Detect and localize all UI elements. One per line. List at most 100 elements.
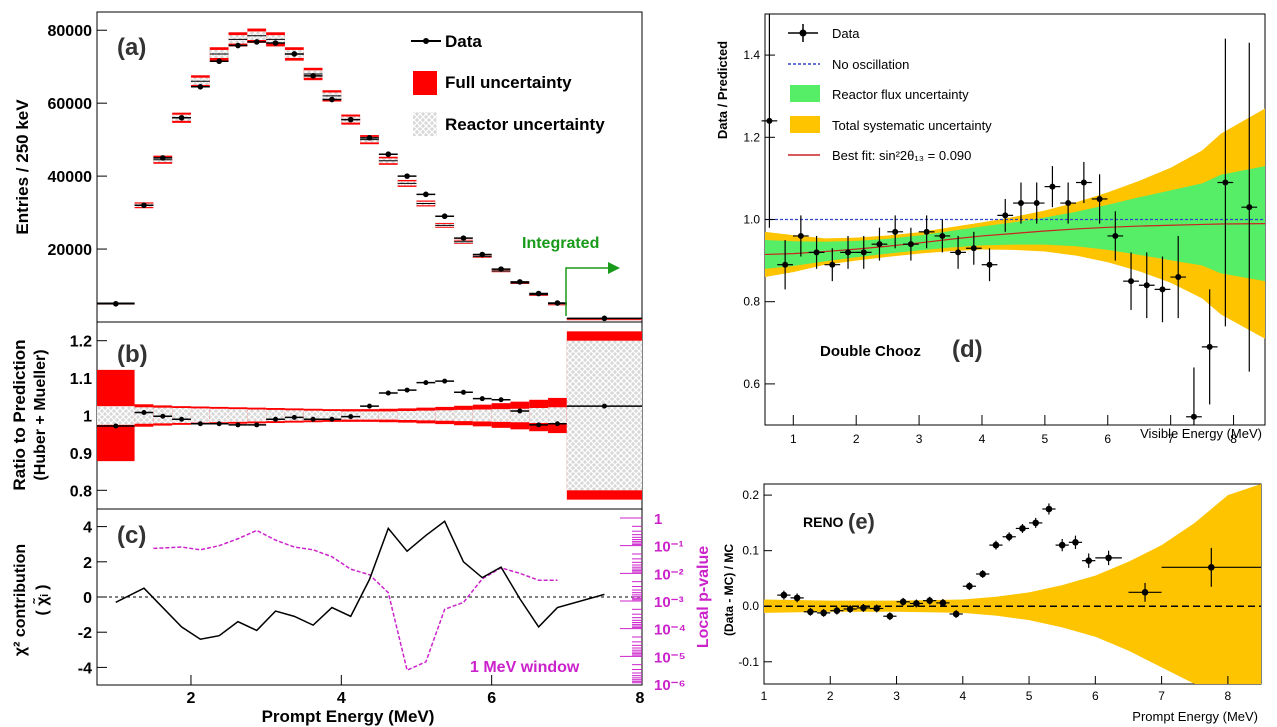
b-data-point	[554, 421, 560, 427]
c-xtick-label: 8	[636, 690, 645, 707]
legend-reactor-label: Reactor uncertainty	[445, 115, 605, 134]
legend-d-fit-label: Best fit: sin²2θ₁₃ = 0.090	[832, 148, 971, 163]
d-xtick-label: 5	[1042, 432, 1049, 446]
panel-c-ylabel: χ² contribution	[12, 544, 29, 656]
d-xtick-label: 2	[853, 432, 860, 446]
e-data-point	[1005, 533, 1013, 541]
d-flux-band	[765, 166, 1265, 282]
d-data-point	[1065, 200, 1072, 207]
d-data-point	[892, 228, 899, 235]
b-data-point	[601, 403, 607, 409]
b-reactor-unc-box	[360, 411, 379, 420]
b-data-point	[197, 421, 203, 427]
panel-d-legend: Data No oscillation Reactor flux uncerta…	[788, 24, 992, 163]
b-data-point	[442, 378, 448, 384]
e-xtick-label: 7	[1158, 689, 1165, 703]
d-ytick-label: 1.2	[743, 130, 760, 144]
e-ytick-label: 0.2	[742, 488, 759, 502]
legend-d-data-label: Data	[832, 26, 860, 41]
c-y2tick-label: 10⁻³	[654, 594, 684, 611]
legend-full-swatch	[413, 71, 437, 95]
b-data-point	[460, 389, 466, 395]
a-data-point	[423, 191, 429, 198]
panel-c-xlabel: Prompt Energy (MeV)	[262, 707, 435, 726]
b-data-point	[498, 397, 504, 403]
b-reactor-unc-box	[266, 409, 285, 422]
d-data-point	[1049, 183, 1056, 190]
b-reactor-unc-box	[435, 410, 455, 421]
c-xtick-label: 4	[337, 690, 346, 707]
a-data-point	[366, 135, 373, 141]
e-data-point	[820, 609, 827, 617]
panel-c-label: (c)	[117, 522, 146, 549]
d-data-point	[797, 232, 804, 239]
d-xtick-label: 7	[1167, 432, 1174, 446]
c-ytick-label: -2	[78, 625, 92, 642]
e-xtick-label: 1	[761, 689, 768, 703]
b-ytick-label: 1.1	[70, 371, 92, 388]
e-data-point	[1058, 541, 1066, 549]
d-data-point	[1159, 286, 1166, 293]
c-y2tick-label: 1	[654, 511, 662, 528]
b-data-point	[348, 414, 354, 420]
d-data-point	[939, 232, 946, 239]
b-data-point	[216, 421, 222, 427]
e-data-point	[952, 610, 960, 618]
a-data-point	[253, 39, 260, 45]
panel-d: 1 2 3 4 5 6 7 8 0.6 0.8 1.0 1.2 1.4 Data / Predicted…	[715, 13, 1266, 446]
a-data-point	[347, 116, 354, 123]
window-annotation: 1 MeV window	[470, 659, 580, 676]
a-data-point	[291, 51, 298, 57]
e-data-point	[966, 582, 973, 590]
c-y2tick-label: 10⁻²	[654, 566, 684, 583]
b-data-point	[235, 422, 241, 428]
legend-full-label: Full uncertainty	[445, 73, 572, 92]
a-data-point	[235, 42, 241, 49]
d-data-point	[782, 261, 789, 268]
d-data-point	[860, 249, 867, 256]
e-data-point	[1032, 519, 1039, 527]
panel-b-ylabel: Ratio to Prediction	[10, 339, 29, 490]
d-data-point	[1206, 343, 1213, 350]
e-xtick-label: 2	[827, 689, 834, 703]
d-data-point	[1128, 278, 1135, 285]
d-data-point	[845, 249, 852, 256]
legend-data-marker	[423, 38, 429, 44]
b-data-point	[310, 416, 316, 422]
a-data-point	[460, 235, 467, 241]
d-data-point	[1222, 179, 1229, 186]
a-data-point	[498, 266, 504, 272]
a-data-point	[404, 173, 410, 179]
e-xtick-label: 4	[959, 689, 966, 703]
e-data-point	[860, 604, 867, 612]
e-xtick-label: 6	[1092, 689, 1099, 703]
panel-e-title: RENO	[803, 514, 844, 530]
a-data-point	[441, 213, 448, 220]
d-data-point	[1017, 200, 1024, 207]
b-reactor-unc-box	[134, 407, 154, 424]
e-data-point	[1072, 539, 1079, 546]
a-data-point	[601, 315, 608, 322]
e-data-point	[873, 605, 880, 612]
e-ytick-label: 0.1	[742, 544, 759, 558]
panel-e-ylabel: (Data - MC) / MC	[722, 544, 736, 636]
e-data-point	[1208, 564, 1215, 571]
d-xtick-label: 8	[1230, 432, 1237, 446]
d-ytick-label: 1.4	[743, 48, 760, 62]
c-y2tick-label: 10⁻⁴	[654, 622, 686, 639]
b-data-point	[517, 408, 523, 414]
b-data-point	[479, 396, 485, 402]
d-data-point	[1033, 200, 1040, 207]
legend-d-total-label: Total systematic uncertainty	[832, 118, 992, 133]
d-data-point	[1080, 179, 1087, 186]
d-data-point	[923, 228, 930, 235]
b-data-point	[254, 422, 260, 428]
b-data-point	[273, 416, 279, 422]
c-xtick-label: 6	[487, 690, 496, 707]
a-ytick-label: 40000	[48, 169, 93, 186]
a-data-point	[112, 300, 119, 307]
d-ytick-label: 1.0	[743, 213, 760, 227]
c-ytick-label: 4	[83, 520, 92, 537]
b-reactor-unc-box	[548, 407, 567, 424]
